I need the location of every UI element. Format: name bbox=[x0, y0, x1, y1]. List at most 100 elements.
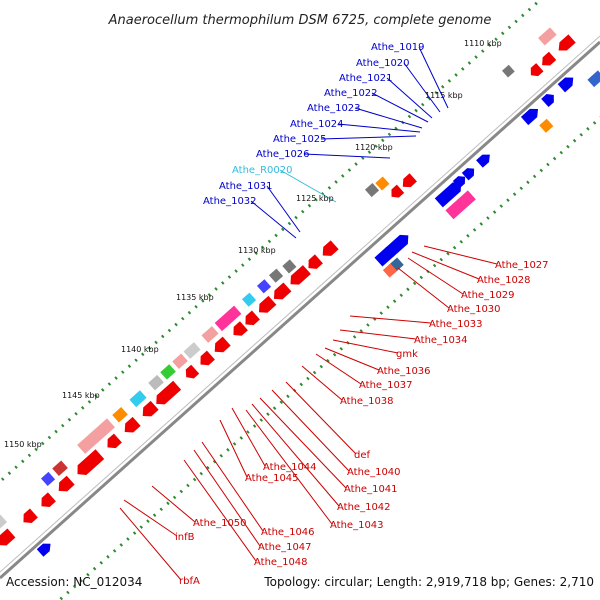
outer-dot bbox=[506, 198, 510, 202]
gene-label-right: Athe_1043 bbox=[330, 520, 384, 531]
label-leader bbox=[183, 459, 257, 562]
inner-dot bbox=[420, 102, 425, 107]
outer-dot bbox=[359, 329, 364, 333]
cog-feature-block bbox=[445, 190, 476, 220]
reverse-gene bbox=[530, 63, 544, 77]
outer-dot bbox=[466, 234, 470, 238]
cog-feature-block bbox=[282, 259, 297, 274]
label-leader bbox=[386, 77, 433, 119]
genome-summary-text: Topology: circular; Length: 2,919,718 bp… bbox=[263, 575, 594, 589]
label-leader bbox=[119, 507, 182, 581]
inner-dot bbox=[107, 382, 112, 386]
outer-dot bbox=[579, 132, 584, 137]
gene-label-top: Athe_1031 bbox=[219, 181, 273, 192]
inner-dot bbox=[87, 400, 92, 404]
reverse-gene bbox=[273, 282, 292, 300]
outer-dot bbox=[299, 382, 304, 387]
kbp-tick-labels: 1110 kbp 1115 kbp 1120 kbp 1125 kbp 1130 kbp… bbox=[4, 39, 502, 449]
label-leader bbox=[411, 251, 480, 280]
gene-label-right: Athe_1045 bbox=[245, 473, 299, 484]
outer-dot bbox=[219, 453, 224, 458]
gene-label-top: Athe_1025 bbox=[273, 134, 327, 145]
outer-dot bbox=[439, 257, 444, 262]
reverse-gene bbox=[245, 310, 260, 326]
inner-dot bbox=[240, 263, 245, 267]
outer-dot bbox=[106, 555, 110, 559]
kbp-tick-label: 1150 kbp bbox=[4, 440, 42, 449]
inner-dot bbox=[207, 293, 212, 297]
gene-label-top: Athe_R0020 bbox=[232, 165, 292, 176]
cog-feature-block bbox=[214, 305, 242, 332]
figure-title: Anaerocellum thermophilum DSM 6725, comp… bbox=[108, 13, 492, 28]
outer-dot bbox=[159, 507, 164, 512]
label-leader bbox=[123, 499, 178, 537]
outer-dot bbox=[486, 216, 490, 220]
label-leader-lines bbox=[119, 46, 498, 581]
inner-dot bbox=[474, 55, 478, 59]
inner-dot bbox=[300, 209, 305, 214]
inner-dot bbox=[380, 138, 385, 143]
accession-text: Accession: NC_012034 bbox=[6, 575, 142, 589]
inner-dot bbox=[280, 227, 285, 232]
outer-dot bbox=[459, 239, 464, 244]
reverse-gene bbox=[391, 184, 405, 198]
cog-feature-block bbox=[201, 326, 219, 343]
gene-label-top: Athe_1022 bbox=[324, 88, 378, 99]
label-leader bbox=[250, 200, 297, 239]
inner-dot bbox=[520, 13, 525, 18]
label-leader bbox=[403, 62, 441, 113]
label-leader bbox=[301, 365, 343, 401]
outer-dot bbox=[212, 459, 217, 464]
cog-feature-block bbox=[382, 263, 398, 278]
label-leader bbox=[320, 135, 417, 140]
inner-dot bbox=[34, 447, 38, 452]
outer-dot bbox=[552, 156, 557, 161]
gene-labels: Athe_1019 Athe_1020 Athe_1021 Athe_1022 Athe… bbox=[175, 42, 549, 587]
gene-label-top: Athe_1024 bbox=[290, 119, 344, 130]
inner-dot bbox=[247, 257, 252, 261]
gene-label-right: Athe_1030 bbox=[447, 304, 501, 315]
label-leader bbox=[423, 245, 498, 265]
reverse-gene bbox=[402, 173, 417, 188]
label-leader bbox=[245, 409, 333, 525]
outer-dot bbox=[519, 186, 524, 191]
inner-dot bbox=[307, 203, 312, 208]
outer-dot bbox=[572, 138, 577, 143]
outer-dot bbox=[499, 204, 504, 208]
outer-dot bbox=[146, 519, 150, 523]
inner-dot bbox=[160, 334, 165, 339]
gene-label-top: Athe_1026 bbox=[256, 149, 310, 160]
outer-dot bbox=[192, 477, 197, 482]
label-leader bbox=[266, 185, 301, 233]
gene-label-right: Athe_1042 bbox=[337, 502, 391, 513]
inner-dot bbox=[254, 251, 258, 256]
genome-backbone bbox=[0, 35, 600, 580]
reverse-gene bbox=[142, 400, 159, 417]
inner-dot bbox=[100, 388, 105, 392]
outer-dot bbox=[166, 501, 170, 506]
outer-dot bbox=[259, 418, 264, 422]
outer-dot bbox=[172, 495, 177, 500]
inner-dot bbox=[500, 31, 505, 36]
cog-feature-block bbox=[375, 176, 390, 191]
label-leader bbox=[303, 153, 391, 159]
inner-dot bbox=[527, 7, 532, 12]
outer-dot bbox=[86, 572, 90, 577]
gene-label-right: infB bbox=[175, 532, 195, 543]
outer-dot bbox=[592, 121, 597, 125]
label-leader bbox=[279, 169, 337, 203]
outer-dot bbox=[186, 483, 190, 488]
cog-feature-block bbox=[112, 407, 128, 423]
cog-feature-block bbox=[587, 70, 600, 88]
outer-dot bbox=[559, 150, 564, 155]
gene-label-right: Athe_1047 bbox=[258, 542, 312, 553]
gene-label-right: Athe_1027 bbox=[495, 260, 549, 271]
inner-dot bbox=[40, 441, 45, 446]
forward-gene bbox=[36, 543, 51, 557]
outer-dot bbox=[72, 584, 77, 589]
outer-dot bbox=[339, 346, 344, 351]
outer-dot bbox=[532, 174, 537, 179]
inner-dot bbox=[440, 85, 445, 89]
backbone-line-inner bbox=[0, 35, 600, 573]
